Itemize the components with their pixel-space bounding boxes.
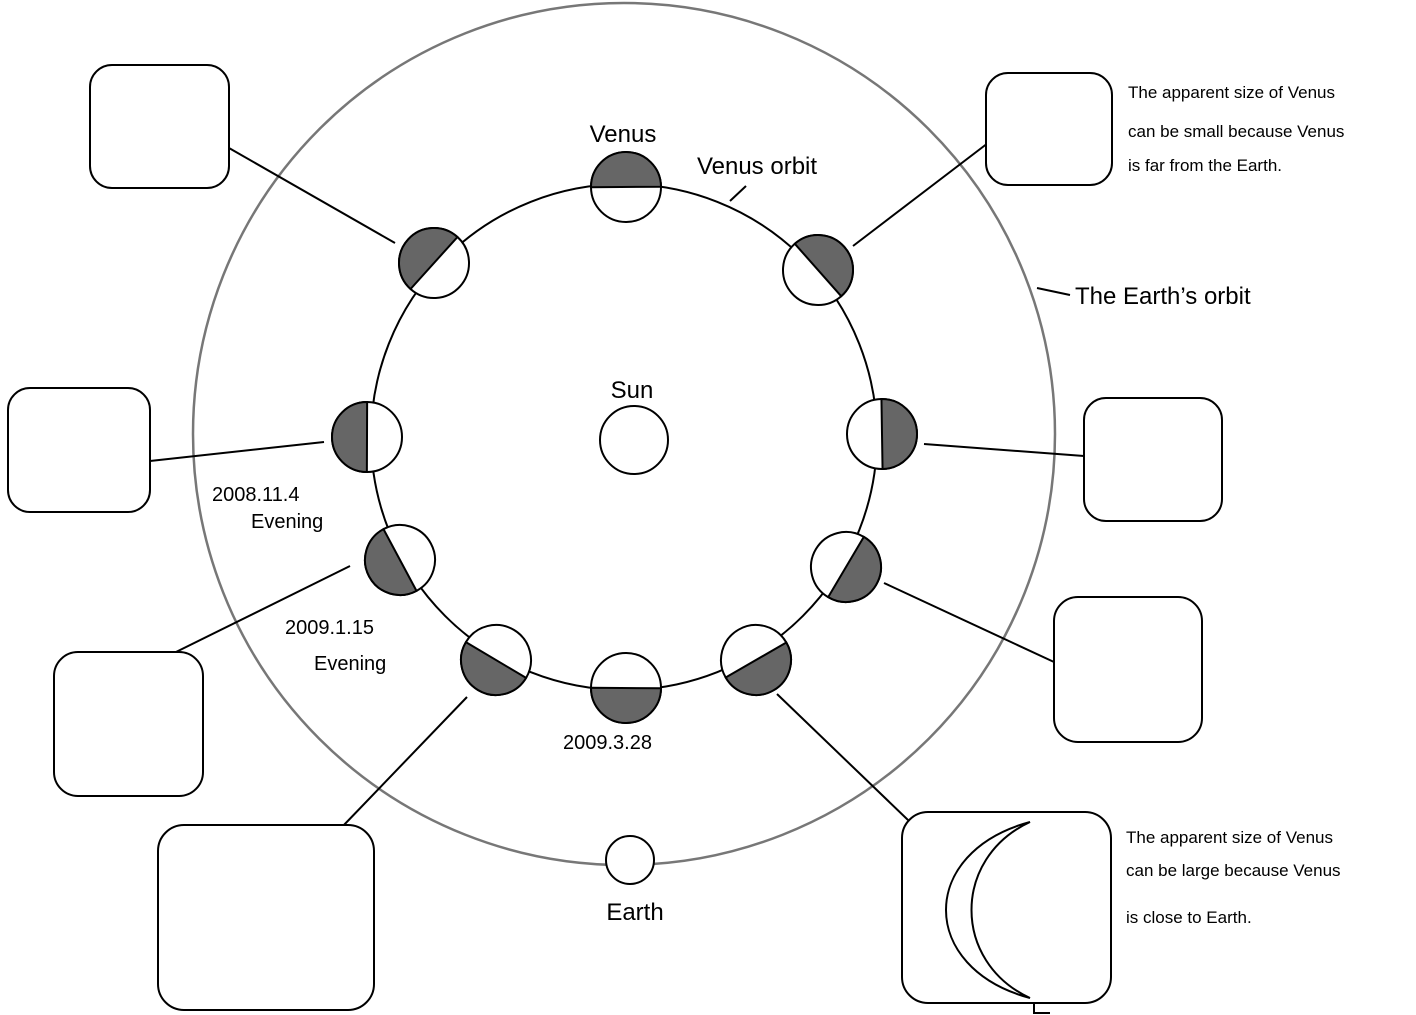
note-line: is far from the Earth.	[1128, 156, 1282, 175]
venus-phase	[769, 221, 868, 320]
time-label: Evening	[251, 511, 323, 533]
answer-box	[1054, 597, 1202, 742]
connector	[176, 566, 350, 652]
connector	[777, 694, 908, 820]
time-label: Evening	[314, 653, 386, 675]
note-line: is close to Earth.	[1126, 908, 1252, 927]
sun	[600, 406, 668, 474]
venus-dark-half	[881, 398, 917, 469]
earth-label: Earth	[606, 899, 663, 926]
venus-phase	[332, 402, 402, 472]
earth-orbit-label: The Earth’s orbit	[1075, 283, 1251, 310]
date-label: 2009.3.28	[563, 732, 652, 754]
venus-phase	[591, 653, 662, 724]
venus-phase	[708, 612, 804, 708]
venus-orbit-label: Venus orbit	[697, 153, 817, 180]
date-label: 2009.1.15	[285, 617, 374, 639]
venus-phase	[846, 398, 917, 469]
connector	[1037, 288, 1070, 295]
connector	[730, 186, 746, 201]
answer-box	[986, 73, 1112, 185]
answer-box	[54, 652, 203, 796]
venus-dark-half	[591, 152, 661, 188]
connector	[884, 583, 1054, 662]
diagram: Venus Venus orbit The Earth’s orbit Sun …	[0, 0, 1416, 1015]
note-line: can be large because Venus	[1126, 861, 1341, 880]
note-line: The apparent size of Venus	[1128, 83, 1335, 102]
answer-box	[90, 65, 229, 188]
venus-phase	[591, 152, 662, 223]
answer-box	[1084, 398, 1222, 521]
answer-box	[8, 388, 150, 512]
connector	[150, 442, 324, 461]
venus-dark-half	[332, 402, 367, 472]
venus-phase	[385, 214, 484, 313]
note-line: The apparent size of Venus	[1126, 828, 1333, 847]
connector	[853, 143, 988, 246]
note-line: can be small because Venus	[1128, 122, 1344, 141]
venus-dark-half	[591, 688, 661, 724]
sun-label: Sun	[611, 377, 654, 404]
connector	[342, 697, 467, 827]
venus-phase	[353, 513, 448, 608]
venus-label: Venus	[590, 121, 657, 148]
answer-box	[158, 825, 374, 1010]
venus-phase	[448, 612, 544, 708]
connector	[924, 444, 1084, 456]
connector	[229, 148, 395, 243]
connector	[1034, 1003, 1050, 1013]
earth	[606, 836, 654, 884]
date-label: 2008.11.4	[212, 484, 300, 506]
answer-box	[902, 812, 1111, 1003]
venus-phase	[798, 519, 894, 615]
